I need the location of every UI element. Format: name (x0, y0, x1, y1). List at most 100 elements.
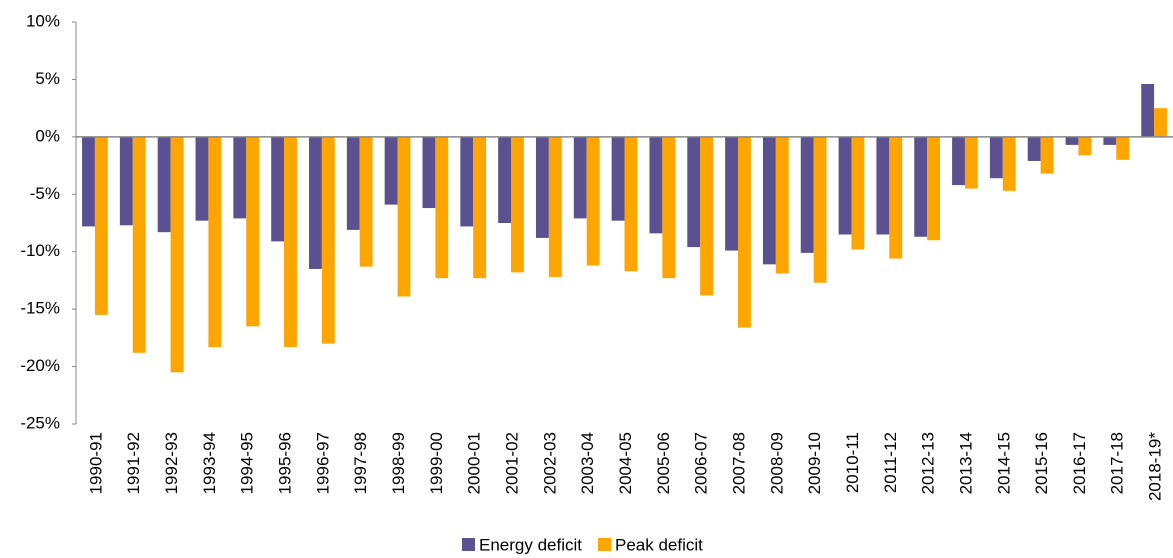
x-tick-label: 2016-17 (1070, 432, 1089, 494)
x-tick-label: 2018-19* (1146, 432, 1165, 501)
y-tick-label: -20% (20, 356, 60, 375)
bar (952, 136, 965, 186)
bar (927, 136, 940, 241)
x-tick-label: 2017-18 (1108, 432, 1127, 494)
x-tick-label: 2001-02 (503, 432, 522, 494)
bar (195, 136, 209, 221)
bar (725, 136, 738, 251)
bar (800, 136, 814, 253)
legend-label: Energy deficit (479, 535, 582, 554)
x-tick-label: 2003-04 (578, 432, 597, 494)
bar (624, 136, 638, 272)
bar (511, 136, 524, 273)
bar (611, 136, 625, 221)
bar (1116, 136, 1130, 160)
x-tick-label: 2007-08 (729, 432, 748, 494)
bar (284, 136, 297, 348)
x-tick-label: 2006-07 (692, 432, 711, 494)
x-tick-label: 2008-09 (767, 432, 786, 494)
bar (649, 136, 663, 234)
y-tick-label: 10% (26, 11, 60, 30)
bar (132, 136, 146, 353)
bar (662, 136, 676, 279)
x-tick-label: 1999-00 (427, 432, 446, 494)
bar (775, 136, 789, 274)
y-tick-label: -5% (30, 184, 60, 203)
bar (233, 136, 247, 219)
bar (435, 136, 449, 279)
x-tick-label: 2011-12 (881, 432, 900, 493)
x-tick-label: 1993-94 (200, 432, 219, 494)
legend-swatch (598, 538, 611, 551)
bar (1027, 136, 1041, 161)
bar (586, 136, 600, 266)
bar (1040, 136, 1054, 174)
bar (1154, 108, 1167, 137)
bar (498, 136, 512, 223)
bar (813, 136, 827, 283)
y-tick-label: 0% (35, 126, 60, 145)
bar (473, 136, 487, 279)
x-tick-label: 2000-01 (465, 432, 484, 494)
bar (321, 136, 335, 344)
bar (964, 136, 978, 189)
bar (989, 136, 1003, 179)
bar (246, 136, 260, 327)
x-tick-label: 1998-99 (389, 432, 408, 494)
bar (271, 136, 285, 242)
legend-swatch (462, 538, 475, 551)
bar (762, 136, 776, 265)
x-tick-label: 1996-97 (313, 432, 332, 494)
bar (94, 136, 108, 315)
y-tick-label: -10% (20, 241, 60, 260)
x-tick-label: 2005-06 (654, 432, 673, 494)
bar (1078, 136, 1092, 156)
x-tick-label: 2015-16 (1032, 432, 1051, 494)
legend-label: Peak deficit (615, 535, 703, 554)
x-tick-label: 1994-95 (238, 432, 257, 494)
x-tick-label: 1990-91 (86, 432, 105, 494)
x-tick-label: 1992-93 (162, 432, 181, 494)
x-tick-label: 1995-96 (276, 432, 295, 494)
bar (422, 136, 436, 209)
bar (889, 136, 903, 259)
bar (876, 136, 890, 235)
bar (914, 136, 928, 237)
bar (208, 136, 222, 348)
bar (700, 136, 714, 296)
bar (460, 136, 474, 227)
x-tick-label: 1997-98 (351, 432, 370, 494)
bar (737, 136, 751, 328)
x-tick-label: 2004-05 (616, 432, 635, 494)
bar (1141, 84, 1155, 137)
bar (548, 136, 562, 277)
bar (1103, 136, 1117, 145)
y-tick-label: -15% (20, 299, 60, 318)
bar (309, 136, 322, 269)
bar (838, 136, 852, 235)
x-tick-label: 2014-15 (994, 432, 1013, 494)
bar (170, 136, 184, 373)
bar (157, 136, 171, 233)
x-tick-label: 2009-10 (805, 432, 824, 494)
y-tick-label: 5% (35, 69, 60, 88)
bar (687, 136, 701, 248)
bar (397, 136, 411, 297)
x-tick-label: 1991-92 (124, 432, 143, 494)
x-tick-label: 2002-03 (540, 432, 559, 494)
bar (346, 136, 360, 230)
x-tick-label: 2012-13 (919, 432, 938, 494)
x-tick-label: 2010-11 (843, 432, 862, 493)
bar (1002, 136, 1016, 191)
x-tick-label: 2013-14 (956, 432, 975, 494)
bar (573, 136, 587, 219)
bar (384, 136, 398, 205)
bar (119, 136, 133, 226)
bar (535, 136, 549, 238)
y-tick-label: -25% (20, 413, 60, 432)
bar (1065, 136, 1079, 145)
bar (851, 136, 865, 250)
bar (82, 136, 95, 227)
bar (359, 136, 373, 267)
